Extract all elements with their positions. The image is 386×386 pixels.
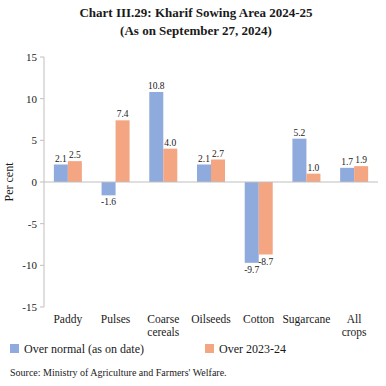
x-tick-label-line: Coarse xyxy=(147,313,179,325)
chart: Chart III.29: Kharif Sowing Area 2024-25… xyxy=(0,0,386,386)
x-tick-label-line: Cotton xyxy=(243,313,275,325)
y-tick-label: 10 xyxy=(26,93,38,105)
x-tick-label: Paddy xyxy=(53,313,82,326)
y-tick-label: -15 xyxy=(22,301,37,313)
y-axis-label: Per cent xyxy=(2,162,16,202)
y-tick xyxy=(40,98,44,99)
x-tick-label-line: Oilseeds xyxy=(191,313,231,325)
x-tick-label: Cotton xyxy=(243,313,275,325)
data-label: -8.7 xyxy=(258,257,273,267)
x-tick-label-line: All xyxy=(347,313,362,325)
data-label: 4.0 xyxy=(164,138,176,148)
y-tick xyxy=(40,57,44,58)
x-tick-label-line: Sugarcane xyxy=(282,313,330,326)
x-tick-label: Sugarcane xyxy=(282,313,330,326)
bar xyxy=(354,166,368,182)
data-label: 2.7 xyxy=(212,149,224,159)
bar xyxy=(54,165,68,183)
bar xyxy=(197,165,211,183)
data-label: 2.1 xyxy=(55,154,67,164)
y-tick xyxy=(40,307,44,308)
data-label: 2.1 xyxy=(198,154,210,164)
x-tick-label-line: Paddy xyxy=(53,313,82,326)
y-tick-label: -10 xyxy=(22,259,37,271)
y-tick xyxy=(40,182,44,183)
subtitle: (As on September 27, 2024) xyxy=(120,23,272,38)
bar xyxy=(292,139,306,182)
data-label: 10.8 xyxy=(148,81,165,91)
data-label: -9.7 xyxy=(244,265,259,275)
bar xyxy=(116,120,130,182)
bar xyxy=(211,160,225,183)
legend-swatch xyxy=(205,344,214,353)
x-tick-label: Oilseeds xyxy=(191,313,231,325)
data-label: 1.7 xyxy=(341,157,353,167)
bar xyxy=(340,168,354,182)
y-tick xyxy=(40,265,44,266)
y-tick-label: 0 xyxy=(32,176,38,188)
legend-swatch xyxy=(10,344,19,353)
bar xyxy=(259,182,273,255)
data-label: 1.0 xyxy=(307,163,319,173)
y-tick-label: -5 xyxy=(28,218,38,230)
bars xyxy=(54,92,368,263)
data-label: 2.5 xyxy=(69,150,81,160)
y-tick xyxy=(40,140,44,141)
bar xyxy=(149,92,163,182)
bar xyxy=(102,182,116,195)
bar xyxy=(306,174,320,182)
title: Chart III.29: Kharif Sowing Area 2024-25 xyxy=(79,5,313,20)
y-tick-label: 5 xyxy=(32,134,38,146)
bar xyxy=(163,149,177,182)
x-tick-label-line: Pulses xyxy=(101,313,131,325)
data-labels: 2.1 -1.6 10.8 2.1 -9.7 5.2 1.7 2.5 7.4 4.0 2.7 -8.7… xyxy=(55,81,367,275)
data-label: -1.6 xyxy=(101,197,116,207)
zero-line xyxy=(44,182,378,183)
y-tick-label: 15 xyxy=(26,51,38,63)
data-label: 1.9 xyxy=(355,155,367,165)
x-tick-label: Coarsecereals xyxy=(147,313,179,338)
bar xyxy=(245,182,259,263)
x-tick-label-line: cereals xyxy=(147,326,179,338)
y-tick xyxy=(40,223,44,224)
x-tick-label: Pulses xyxy=(101,313,131,325)
source: Source: Ministry of Agriculture and Farm… xyxy=(10,367,227,378)
data-label: 5.2 xyxy=(293,128,305,138)
legend-label: Over 2023-24 xyxy=(219,342,286,356)
legend-label: Over normal (as on date) xyxy=(24,342,144,356)
x-tick-label: Allcrops xyxy=(342,313,367,339)
bar xyxy=(68,161,82,182)
x-tick-label-line: crops xyxy=(342,326,367,339)
data-label: 7.4 xyxy=(117,109,129,119)
